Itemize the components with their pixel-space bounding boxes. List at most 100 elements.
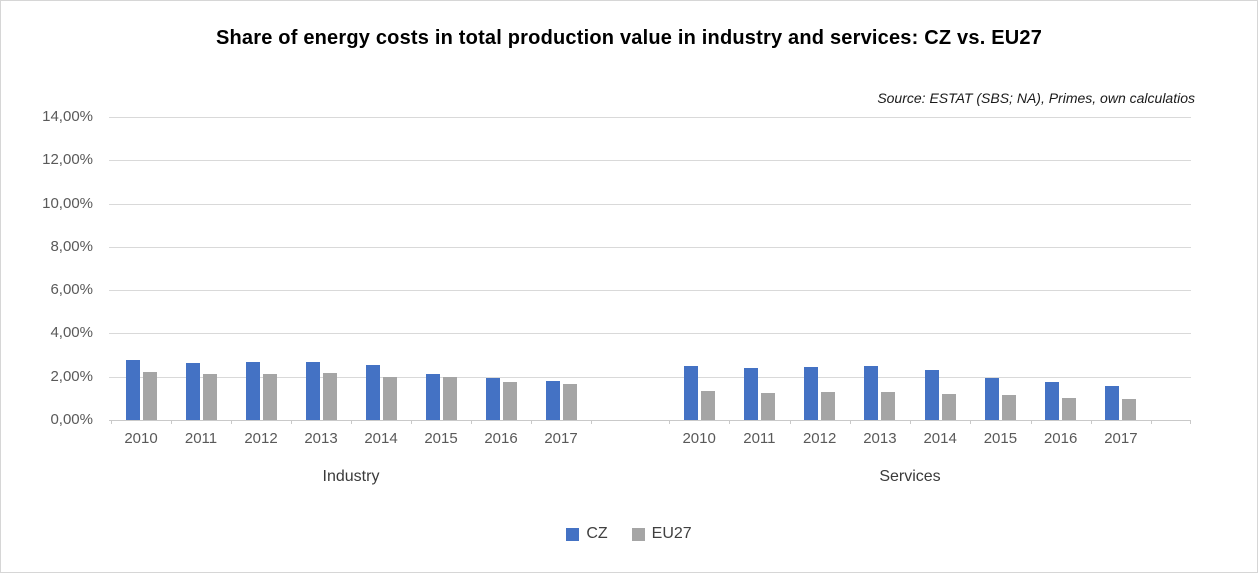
x-axis-tick-label: 2017 <box>1104 430 1138 447</box>
axis-tick <box>1090 420 1092 424</box>
axis-tick <box>591 420 592 424</box>
x-axis-tick-label: 2015 <box>424 430 458 447</box>
group-label-industry: Industry <box>322 468 380 485</box>
axis-tick <box>171 420 172 424</box>
bar-cz-industry-2013 <box>305 361 320 420</box>
x-axis-tick-label: 2012 <box>802 430 837 447</box>
gridline-8pct <box>109 246 1191 248</box>
bar-cz-services-2011 <box>743 367 758 420</box>
x-axis-tick-label: 2013 <box>863 430 897 447</box>
x-axis-tick-label: 2017 <box>544 430 578 447</box>
bar-cz-industry-2011 <box>185 362 200 420</box>
y-axis-tick-label: 6,00% <box>50 281 93 299</box>
x-axis-tick-label: 2012 <box>244 430 278 447</box>
x-axis-tick-label: 2016 <box>1043 430 1078 447</box>
bar-eu27-industry-2011 <box>202 374 217 420</box>
category-industry-2012: 2012 <box>231 118 291 447</box>
axis-tick <box>849 420 851 424</box>
bar-cz-services-2013 <box>864 366 879 420</box>
bar-cz-industry-2015 <box>425 373 440 420</box>
bar-cz-industry-2017 <box>545 381 560 420</box>
x-axis-tick-label: 2014 <box>364 430 398 447</box>
chart-title: Share of energy costs in total productio… <box>215 27 1043 49</box>
y-axis-tick-label: 8,00% <box>50 237 93 255</box>
bar-eu27-services-2014 <box>941 394 956 420</box>
legend: CZ EU27 <box>1 525 1257 543</box>
category-services-2010: 2010 <box>669 118 729 447</box>
y-axis-tick-label: 10,00% <box>42 194 93 212</box>
category-services-2011: 2011 <box>729 118 789 447</box>
axis-tick <box>1151 420 1152 424</box>
x-axis-tick-label: 2014 <box>923 430 957 447</box>
bar-cz-services-2016 <box>1045 382 1060 420</box>
axis-tick <box>471 420 472 424</box>
bar-eu27-industry-2017 <box>562 383 577 420</box>
axis-tick <box>231 420 232 424</box>
bar-eu27-services-2017 <box>1122 399 1137 420</box>
bar-eu27-industry-2016 <box>502 381 517 420</box>
axis-tick <box>729 420 731 424</box>
bar-cz-industry-2012 <box>245 362 260 420</box>
category-services-2017: 2017 <box>1091 118 1151 447</box>
gridline-2pct <box>109 376 1191 378</box>
x-axis-tick-label: 2015 <box>983 430 1018 447</box>
x-axis-tick-label: 2010 <box>124 430 158 447</box>
gridline-12pct <box>109 160 1191 162</box>
y-axis-tick-label: 0,00% <box>50 411 93 428</box>
legend-swatch-cz <box>566 527 580 541</box>
legend-label: EU27 <box>651 525 692 542</box>
bar-eu27-industry-2013 <box>322 372 337 420</box>
plot-area: 0,00% 2,00% 4,00% 6,00% 8,00% 10,00% 12,00% 14,… <box>42 108 1191 485</box>
gridline-6pct <box>109 290 1191 292</box>
legend-label: CZ <box>586 525 608 542</box>
category-services-2012: 2012 <box>790 118 850 447</box>
bar-group-industry: 2010 2011 2012 2013 2014 2015 2016 2017 Industry <box>111 118 591 485</box>
y-axis-tick-label: 14,00% <box>42 108 93 125</box>
axis-tick <box>1030 420 1032 424</box>
category-industry-2011: 2011 <box>171 118 231 447</box>
x-axis-tick-label: 2011 <box>184 430 218 447</box>
gridline-10pct <box>109 203 1191 205</box>
x-axis-tick-label: 2011 <box>743 430 776 447</box>
axis-tick <box>291 420 292 424</box>
bar-eu27-services-2016 <box>1062 397 1077 420</box>
category-industry-2016: 2016 <box>471 118 531 447</box>
x-axis-tick-label: 2016 <box>484 430 518 447</box>
bar-eu27-industry-2010 <box>142 371 157 420</box>
x-axis-tick-label: 2010 <box>682 430 716 447</box>
bar-cz-services-2017 <box>1105 386 1120 420</box>
category-industry-2010: 2010 <box>111 118 171 447</box>
y-axis-tick-label: 4,00% <box>50 324 93 342</box>
bar-eu27-services-2013 <box>881 391 896 420</box>
bar-cz-services-2015 <box>984 377 999 420</box>
category-industry-2015: 2015 <box>411 118 471 447</box>
x-axis-tick-label: 2013 <box>304 430 338 447</box>
bar-group-services: 2010 2011 2012 2013 2014 2015 2016 2017 Services <box>669 118 1151 485</box>
bar-cz-services-2012 <box>804 366 819 420</box>
bar-cz-industry-2016 <box>485 378 500 420</box>
bar-eu27-services-2010 <box>700 390 715 420</box>
gridline-14pct <box>109 117 1191 118</box>
legend-item-eu27: EU27 <box>631 525 692 543</box>
bar-eu27-services-2015 <box>1001 395 1016 420</box>
category-industry-2017: 2017 <box>531 118 591 447</box>
category-services-2015: 2015 <box>970 118 1030 447</box>
bar-eu27-services-2011 <box>760 392 775 420</box>
category-industry-2014: 2014 <box>351 118 411 447</box>
source-note: Source: ESTAT (SBS; NA), Primes, own cal… <box>877 90 1195 106</box>
axis-tick <box>1190 420 1191 424</box>
axis-tick <box>789 420 791 424</box>
axis-tick <box>411 420 412 424</box>
axis-tick <box>970 420 972 424</box>
bar-eu27-industry-2012 <box>262 373 277 420</box>
category-services-2014: 2014 <box>910 118 970 447</box>
y-axis-tick-label: 2,00% <box>50 367 93 385</box>
bar-cz-services-2014 <box>924 369 939 420</box>
category-industry-2013: 2013 <box>291 118 351 447</box>
axis-tick <box>351 420 352 424</box>
category-services-2016: 2016 <box>1031 118 1091 447</box>
y-axis-tick-label: 12,00% <box>42 151 93 169</box>
legend-item-cz: CZ <box>566 525 608 543</box>
category-services-2013: 2013 <box>850 118 910 447</box>
